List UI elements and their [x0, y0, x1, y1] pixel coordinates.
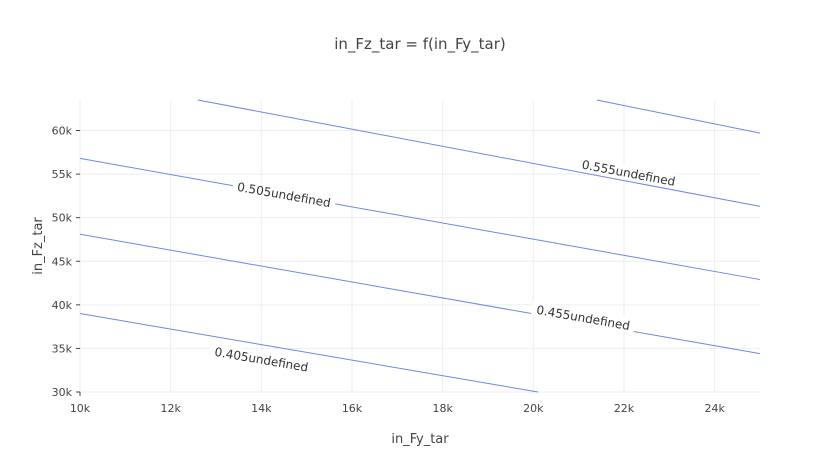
contour-label-bg: [209, 343, 314, 375]
contour-line: [79, 157, 761, 281]
contour-label-bg: [231, 178, 337, 211]
contour-line: [79, 233, 761, 355]
contour-line: [596, 99, 761, 134]
contour-label: 0.505undefined: [236, 180, 332, 210]
contour-line: [197, 99, 761, 207]
y-axis-title: in_Fz_tar: [31, 217, 46, 275]
contour-label: 0.455undefined: [535, 303, 631, 333]
contour-label-bg: [576, 155, 682, 189]
y-tick-label: 35k: [52, 342, 73, 355]
y-tick-label: 30k: [52, 386, 73, 399]
x-tick-label: 20k: [523, 402, 544, 415]
contour-layer: [79, 99, 761, 393]
grid-layer: [79, 100, 760, 393]
x-tick-label: 14k: [251, 402, 272, 415]
y-tick-label: 40k: [52, 299, 73, 312]
x-axis-title: in_Fy_tar: [391, 432, 449, 447]
y-tick-label: 60k: [52, 125, 73, 138]
x-tick-label: 18k: [432, 402, 453, 415]
contour-label: 0.555undefined: [581, 158, 677, 189]
y-tick-label: 55k: [52, 168, 73, 181]
x-tick-label: 12k: [160, 402, 181, 415]
x-tick-label: 10k: [70, 402, 91, 415]
y-tick-label: 50k: [52, 212, 73, 225]
x-axis-ticks: 10k 12k 14k 16k 18k 20k 22k 24k: [70, 392, 725, 415]
contour-label-layer: 0.405undefined0.455undefined0.505undefin…: [209, 155, 682, 375]
x-tick-label: 22k: [614, 402, 635, 415]
x-tick-label: 16k: [342, 402, 363, 415]
x-tick-label: 24k: [704, 402, 725, 415]
contour-label-bg: [530, 301, 636, 333]
y-tick-label: 45k: [52, 255, 73, 268]
y-axis-ticks: 30k 35k 40k 45k 50k 55k 60k: [52, 125, 80, 399]
chart-title: in_Fz_tar = f(in_Fy_tar): [334, 35, 506, 54]
contour-line: [79, 313, 538, 393]
